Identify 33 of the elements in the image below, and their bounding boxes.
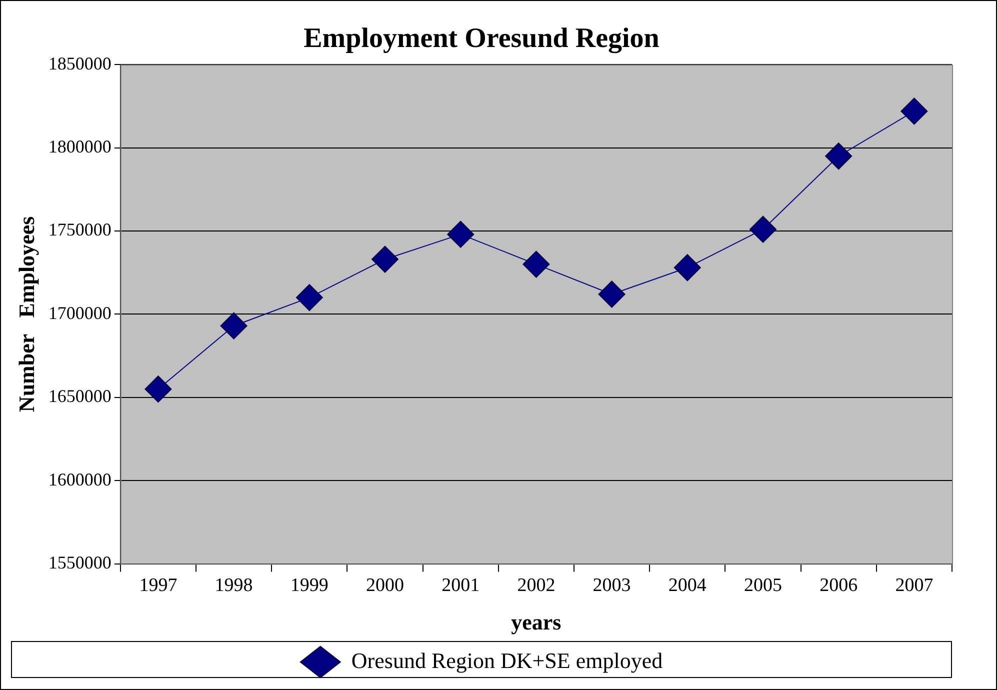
x-tick-label: 2000	[366, 575, 404, 596]
y-tick-label: 1650000	[48, 386, 112, 406]
y-axis-title: Number Employees	[14, 216, 39, 412]
point	[144, 376, 172, 403]
point	[674, 254, 701, 282]
chart-title: Employment Oresund Region	[304, 23, 660, 54]
x-tick-label: 2004	[668, 575, 707, 596]
y-tick-label: 1700000	[48, 302, 112, 323]
x-tick-label: 2002	[517, 575, 556, 596]
x-axis-title: years	[511, 609, 562, 634]
x-tick-label: 1999	[290, 575, 328, 596]
x-tick-label: 1998	[214, 575, 253, 596]
x-tick-label: 2003	[592, 575, 631, 596]
y-tick-label: 1550000	[48, 552, 112, 573]
point	[447, 220, 474, 248]
x-tick-label: 2001	[442, 575, 480, 596]
point	[900, 98, 928, 125]
point	[598, 280, 626, 308]
y-tick-label: 1600000	[48, 469, 112, 490]
y-tick-label: 1850000	[48, 53, 112, 74]
x-tick-label: 2007	[895, 575, 934, 596]
point	[220, 312, 248, 340]
point	[296, 284, 323, 312]
point	[825, 142, 852, 170]
y-tick-label: 1800000	[48, 136, 112, 157]
legend-label: Oresund Region DK+SE employed	[351, 648, 663, 673]
x-tick-label: 2006	[820, 575, 858, 596]
point	[522, 250, 550, 278]
x-tick-label: 1997	[139, 575, 178, 596]
point	[750, 216, 776, 243]
point	[372, 246, 398, 273]
x-tick-label: 2005	[744, 575, 782, 596]
y-tick-label: 1750000	[48, 220, 112, 240]
